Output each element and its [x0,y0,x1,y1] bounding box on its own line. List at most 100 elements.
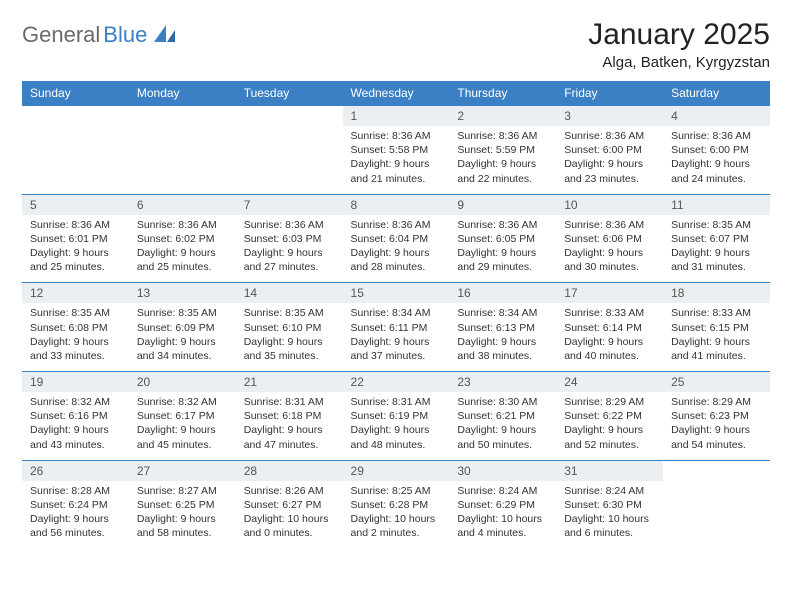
logo: General Blue [22,22,179,48]
empty-cell [129,106,236,195]
day-cell: 15Sunrise: 8:34 AMSunset: 6:11 PMDayligh… [343,283,450,372]
empty-cell [663,460,770,548]
location-subtitle: Alga, Batken, Kyrgyzstan [588,54,770,71]
day-number: 15 [343,283,450,303]
day-details [129,112,236,171]
weekday-header-row: Sunday Monday Tuesday Wednesday Thursday… [22,81,770,106]
week-daynum-row: 5Sunrise: 8:36 AMSunset: 6:01 PMDaylight… [22,194,770,283]
col-saturday: Saturday [663,81,770,106]
day-details [236,112,343,171]
day-number: 20 [129,372,236,392]
week-daynum-row: 1Sunrise: 8:36 AMSunset: 5:58 PMDaylight… [22,106,770,195]
empty-cell [236,106,343,195]
day-number: 23 [449,372,556,392]
day-number: 3 [556,106,663,126]
day-cell: 9Sunrise: 8:36 AMSunset: 6:05 PMDaylight… [449,194,556,283]
day-number: 8 [343,195,450,215]
logo-sail-icon [153,24,179,44]
day-cell: 25Sunrise: 8:29 AMSunset: 6:23 PMDayligh… [663,372,770,461]
day-details: Sunrise: 8:35 AMSunset: 6:07 PMDaylight:… [663,215,770,283]
day-number: 28 [236,461,343,481]
day-details [22,112,129,171]
day-cell: 31Sunrise: 8:24 AMSunset: 6:30 PMDayligh… [556,460,663,548]
day-cell: 2Sunrise: 8:36 AMSunset: 5:59 PMDaylight… [449,106,556,195]
day-number: 29 [343,461,450,481]
day-cell: 17Sunrise: 8:33 AMSunset: 6:14 PMDayligh… [556,283,663,372]
day-number: 30 [449,461,556,481]
day-cell: 23Sunrise: 8:30 AMSunset: 6:21 PMDayligh… [449,372,556,461]
day-details: Sunrise: 8:27 AMSunset: 6:25 PMDaylight:… [129,481,236,549]
empty-cell [22,106,129,195]
day-details: Sunrise: 8:36 AMSunset: 6:00 PMDaylight:… [556,126,663,194]
title-block: January 2025 Alga, Batken, Kyrgyzstan [588,18,770,71]
month-title: January 2025 [588,18,770,52]
col-sunday: Sunday [22,81,129,106]
day-details: Sunrise: 8:32 AMSunset: 6:16 PMDaylight:… [22,392,129,460]
day-cell: 14Sunrise: 8:35 AMSunset: 6:10 PMDayligh… [236,283,343,372]
week-daynum-row: 26Sunrise: 8:28 AMSunset: 6:24 PMDayligh… [22,460,770,548]
day-number: 24 [556,372,663,392]
day-details: Sunrise: 8:36 AMSunset: 6:06 PMDaylight:… [556,215,663,283]
day-cell: 4Sunrise: 8:36 AMSunset: 6:00 PMDaylight… [663,106,770,195]
day-number: 18 [663,283,770,303]
day-details: Sunrise: 8:33 AMSunset: 6:14 PMDaylight:… [556,303,663,371]
day-details: Sunrise: 8:36 AMSunset: 6:05 PMDaylight:… [449,215,556,283]
day-number: 16 [449,283,556,303]
header: General Blue January 2025 Alga, Batken, … [22,18,770,71]
day-details: Sunrise: 8:36 AMSunset: 6:04 PMDaylight:… [343,215,450,283]
day-cell: 26Sunrise: 8:28 AMSunset: 6:24 PMDayligh… [22,460,129,548]
day-cell: 16Sunrise: 8:34 AMSunset: 6:13 PMDayligh… [449,283,556,372]
day-details: Sunrise: 8:24 AMSunset: 6:30 PMDaylight:… [556,481,663,549]
day-cell: 30Sunrise: 8:24 AMSunset: 6:29 PMDayligh… [449,460,556,548]
day-number: 10 [556,195,663,215]
day-number: 7 [236,195,343,215]
day-details: Sunrise: 8:32 AMSunset: 6:17 PMDaylight:… [129,392,236,460]
day-details: Sunrise: 8:34 AMSunset: 6:13 PMDaylight:… [449,303,556,371]
day-cell: 29Sunrise: 8:25 AMSunset: 6:28 PMDayligh… [343,460,450,548]
day-details: Sunrise: 8:30 AMSunset: 6:21 PMDaylight:… [449,392,556,460]
day-details: Sunrise: 8:24 AMSunset: 6:29 PMDaylight:… [449,481,556,549]
week-daynum-row: 12Sunrise: 8:35 AMSunset: 6:08 PMDayligh… [22,283,770,372]
day-cell: 20Sunrise: 8:32 AMSunset: 6:17 PMDayligh… [129,372,236,461]
day-number: 25 [663,372,770,392]
day-cell: 22Sunrise: 8:31 AMSunset: 6:19 PMDayligh… [343,372,450,461]
day-details: Sunrise: 8:36 AMSunset: 5:59 PMDaylight:… [449,126,556,194]
day-cell: 10Sunrise: 8:36 AMSunset: 6:06 PMDayligh… [556,194,663,283]
day-cell: 21Sunrise: 8:31 AMSunset: 6:18 PMDayligh… [236,372,343,461]
col-thursday: Thursday [449,81,556,106]
week-daynum-row: 19Sunrise: 8:32 AMSunset: 6:16 PMDayligh… [22,372,770,461]
col-friday: Friday [556,81,663,106]
day-number: 11 [663,195,770,215]
day-number: 17 [556,283,663,303]
day-number: 31 [556,461,663,481]
day-number: 14 [236,283,343,303]
day-cell: 1Sunrise: 8:36 AMSunset: 5:58 PMDaylight… [343,106,450,195]
day-number: 26 [22,461,129,481]
logo-text-general: General [22,22,100,48]
day-number: 21 [236,372,343,392]
day-cell: 5Sunrise: 8:36 AMSunset: 6:01 PMDaylight… [22,194,129,283]
col-tuesday: Tuesday [236,81,343,106]
col-monday: Monday [129,81,236,106]
day-cell: 24Sunrise: 8:29 AMSunset: 6:22 PMDayligh… [556,372,663,461]
day-details: Sunrise: 8:35 AMSunset: 6:08 PMDaylight:… [22,303,129,371]
day-cell: 7Sunrise: 8:36 AMSunset: 6:03 PMDaylight… [236,194,343,283]
day-number: 6 [129,195,236,215]
day-details: Sunrise: 8:36 AMSunset: 6:00 PMDaylight:… [663,126,770,194]
day-cell: 8Sunrise: 8:36 AMSunset: 6:04 PMDaylight… [343,194,450,283]
day-details: Sunrise: 8:26 AMSunset: 6:27 PMDaylight:… [236,481,343,549]
col-wednesday: Wednesday [343,81,450,106]
day-details: Sunrise: 8:31 AMSunset: 6:19 PMDaylight:… [343,392,450,460]
day-details: Sunrise: 8:35 AMSunset: 6:10 PMDaylight:… [236,303,343,371]
day-details [663,467,770,526]
day-details: Sunrise: 8:34 AMSunset: 6:11 PMDaylight:… [343,303,450,371]
day-number: 5 [22,195,129,215]
day-cell: 28Sunrise: 8:26 AMSunset: 6:27 PMDayligh… [236,460,343,548]
day-details: Sunrise: 8:29 AMSunset: 6:22 PMDaylight:… [556,392,663,460]
day-cell: 11Sunrise: 8:35 AMSunset: 6:07 PMDayligh… [663,194,770,283]
day-details: Sunrise: 8:31 AMSunset: 6:18 PMDaylight:… [236,392,343,460]
day-details: Sunrise: 8:33 AMSunset: 6:15 PMDaylight:… [663,303,770,371]
day-details: Sunrise: 8:36 AMSunset: 6:03 PMDaylight:… [236,215,343,283]
day-cell: 27Sunrise: 8:27 AMSunset: 6:25 PMDayligh… [129,460,236,548]
day-number: 2 [449,106,556,126]
